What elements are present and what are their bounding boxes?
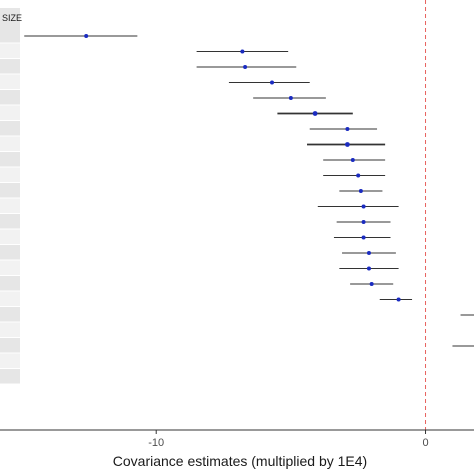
x-axis-ticks: -10 0 bbox=[148, 430, 429, 449]
point-estimate bbox=[243, 65, 248, 69]
strip-row bbox=[0, 322, 20, 337]
x-tick-label: 0 bbox=[422, 437, 428, 449]
strip-row bbox=[0, 167, 20, 182]
strip-row bbox=[0, 198, 20, 213]
point-estimate bbox=[350, 158, 355, 162]
strip-row bbox=[0, 307, 20, 322]
strip-row bbox=[0, 28, 20, 43]
point-estimate bbox=[396, 297, 401, 302]
strip-row bbox=[0, 291, 20, 306]
strip-row bbox=[0, 260, 20, 275]
strip-row bbox=[0, 152, 20, 167]
point-estimate bbox=[345, 142, 350, 147]
strip-row bbox=[0, 74, 20, 89]
point-estimate bbox=[361, 220, 366, 224]
estimate-marks bbox=[24, 34, 474, 347]
strip-row bbox=[0, 276, 20, 291]
row-label-size: SIZE bbox=[2, 13, 22, 23]
point-estimate bbox=[361, 235, 366, 240]
point-estimate bbox=[369, 282, 374, 286]
point-estimate bbox=[366, 251, 371, 255]
strip-row bbox=[0, 43, 20, 58]
strip-row bbox=[0, 369, 20, 384]
strip-row bbox=[0, 338, 20, 353]
strip-row bbox=[0, 136, 20, 151]
point-estimate bbox=[345, 127, 350, 131]
point-estimate bbox=[366, 266, 371, 271]
strip-row bbox=[0, 121, 20, 136]
strip-row bbox=[0, 245, 20, 260]
point-estimate bbox=[270, 80, 275, 85]
point-estimate bbox=[288, 96, 293, 100]
strip-row bbox=[0, 353, 20, 368]
strip-row bbox=[0, 183, 20, 198]
point-estimate bbox=[240, 49, 245, 54]
strip-row bbox=[0, 59, 20, 74]
point-estimate bbox=[361, 204, 366, 209]
strip-row bbox=[0, 229, 20, 244]
point-estimate bbox=[312, 111, 318, 116]
point-estimate bbox=[356, 173, 361, 178]
strip-row bbox=[0, 105, 20, 120]
strip-header bbox=[0, 8, 20, 28]
x-axis-title: Covariance estimates (multiplied by 1E4) bbox=[113, 453, 367, 469]
strip-row bbox=[0, 90, 20, 105]
point-estimate bbox=[358, 189, 363, 193]
point-estimate bbox=[84, 34, 89, 38]
row-label-strips bbox=[0, 8, 20, 384]
strip-row bbox=[0, 214, 20, 229]
x-tick-label: -10 bbox=[148, 437, 164, 449]
